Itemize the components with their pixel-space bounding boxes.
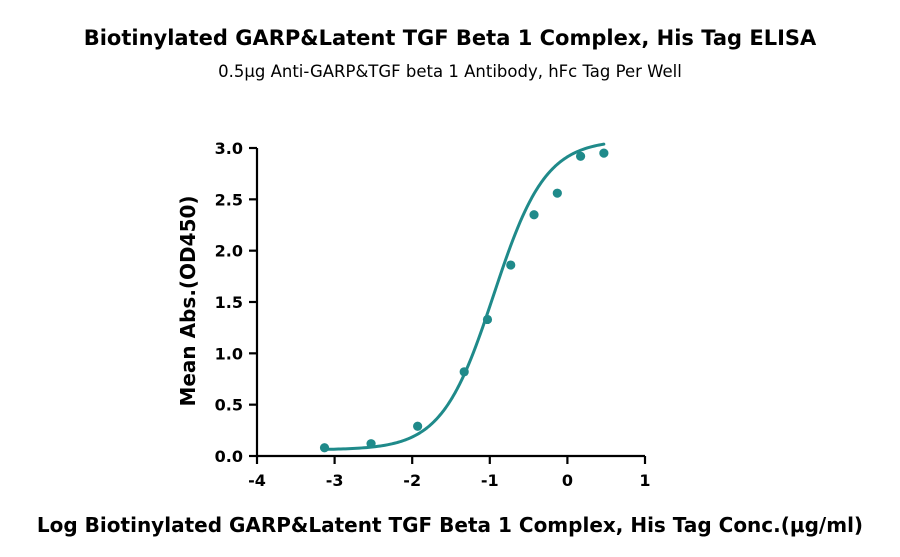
data-point	[552, 188, 562, 198]
y-tick-label: 1.5	[215, 293, 243, 312]
fit-curve-layer	[323, 142, 606, 451]
data-points-layer	[319, 148, 609, 453]
data-point	[413, 421, 423, 431]
data-point	[482, 314, 493, 325]
data-point	[506, 260, 516, 270]
y-tick-label: 0.5	[215, 396, 243, 415]
y-tick-label: 1.0	[215, 344, 243, 363]
chart-subtitle: 0.5μg Anti-GARP&TGF beta 1 Antibody, hFc…	[218, 62, 682, 81]
x-tick-label: -2	[403, 471, 421, 490]
data-point	[366, 439, 376, 449]
x-axis-label: Log Biotinylated GARP&Latent TGF Beta 1 …	[37, 513, 863, 537]
data-point	[459, 367, 469, 377]
chart-title: Biotinylated GARP&Latent TGF Beta 1 Comp…	[83, 26, 817, 50]
data-point	[319, 443, 330, 453]
x-tick-label: -3	[326, 471, 344, 490]
axes: -4 -3 -2 -1 0 1 0.0 0.5 1.0 1.5 2.0 2.5 3.0	[215, 139, 651, 490]
x-tick-label: -1	[481, 471, 499, 490]
data-point	[599, 148, 609, 158]
fit-curve	[323, 142, 606, 451]
data-point	[575, 151, 586, 161]
x-tick-label: -4	[248, 471, 266, 490]
y-tick-label: 2.5	[215, 190, 243, 209]
y-tick-label: 3.0	[215, 139, 243, 158]
x-tick-label: 1	[639, 471, 650, 490]
x-tick-label: 0	[562, 471, 573, 490]
y-tick-label: 2.0	[215, 242, 243, 261]
y-tick-label: 0.0	[215, 447, 243, 466]
y-axis-label: Mean Abs.(OD450)	[176, 195, 200, 406]
data-point	[529, 210, 539, 220]
